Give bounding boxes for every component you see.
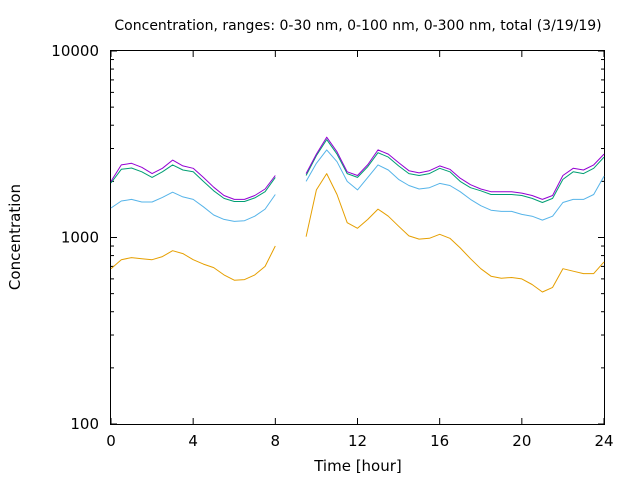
x-tick-label: 12	[348, 432, 367, 450]
x-tick-label: 16	[430, 432, 449, 450]
y-tick-label: 100	[70, 415, 99, 433]
y-tick-label: 10000	[51, 42, 99, 60]
x-tick-label: 24	[594, 432, 613, 450]
x-tick-label: 4	[188, 432, 198, 450]
y-axis-label: Concentration	[6, 184, 24, 290]
series-line-4	[110, 136, 605, 200]
x-tick-label: 8	[271, 432, 281, 450]
series-line-2	[110, 149, 605, 222]
chart-title: Concentration, ranges: 0-30 nm, 0-100 nm…	[114, 18, 601, 34]
series-line-3	[110, 139, 605, 203]
series-line-1	[110, 173, 605, 293]
plot-frame	[110, 50, 605, 425]
x-axis-label: Time [hour]	[313, 457, 402, 475]
x-tick-label: 0	[106, 432, 116, 450]
x-tick-label: 20	[512, 432, 531, 450]
y-tick-label: 1000	[61, 229, 99, 247]
